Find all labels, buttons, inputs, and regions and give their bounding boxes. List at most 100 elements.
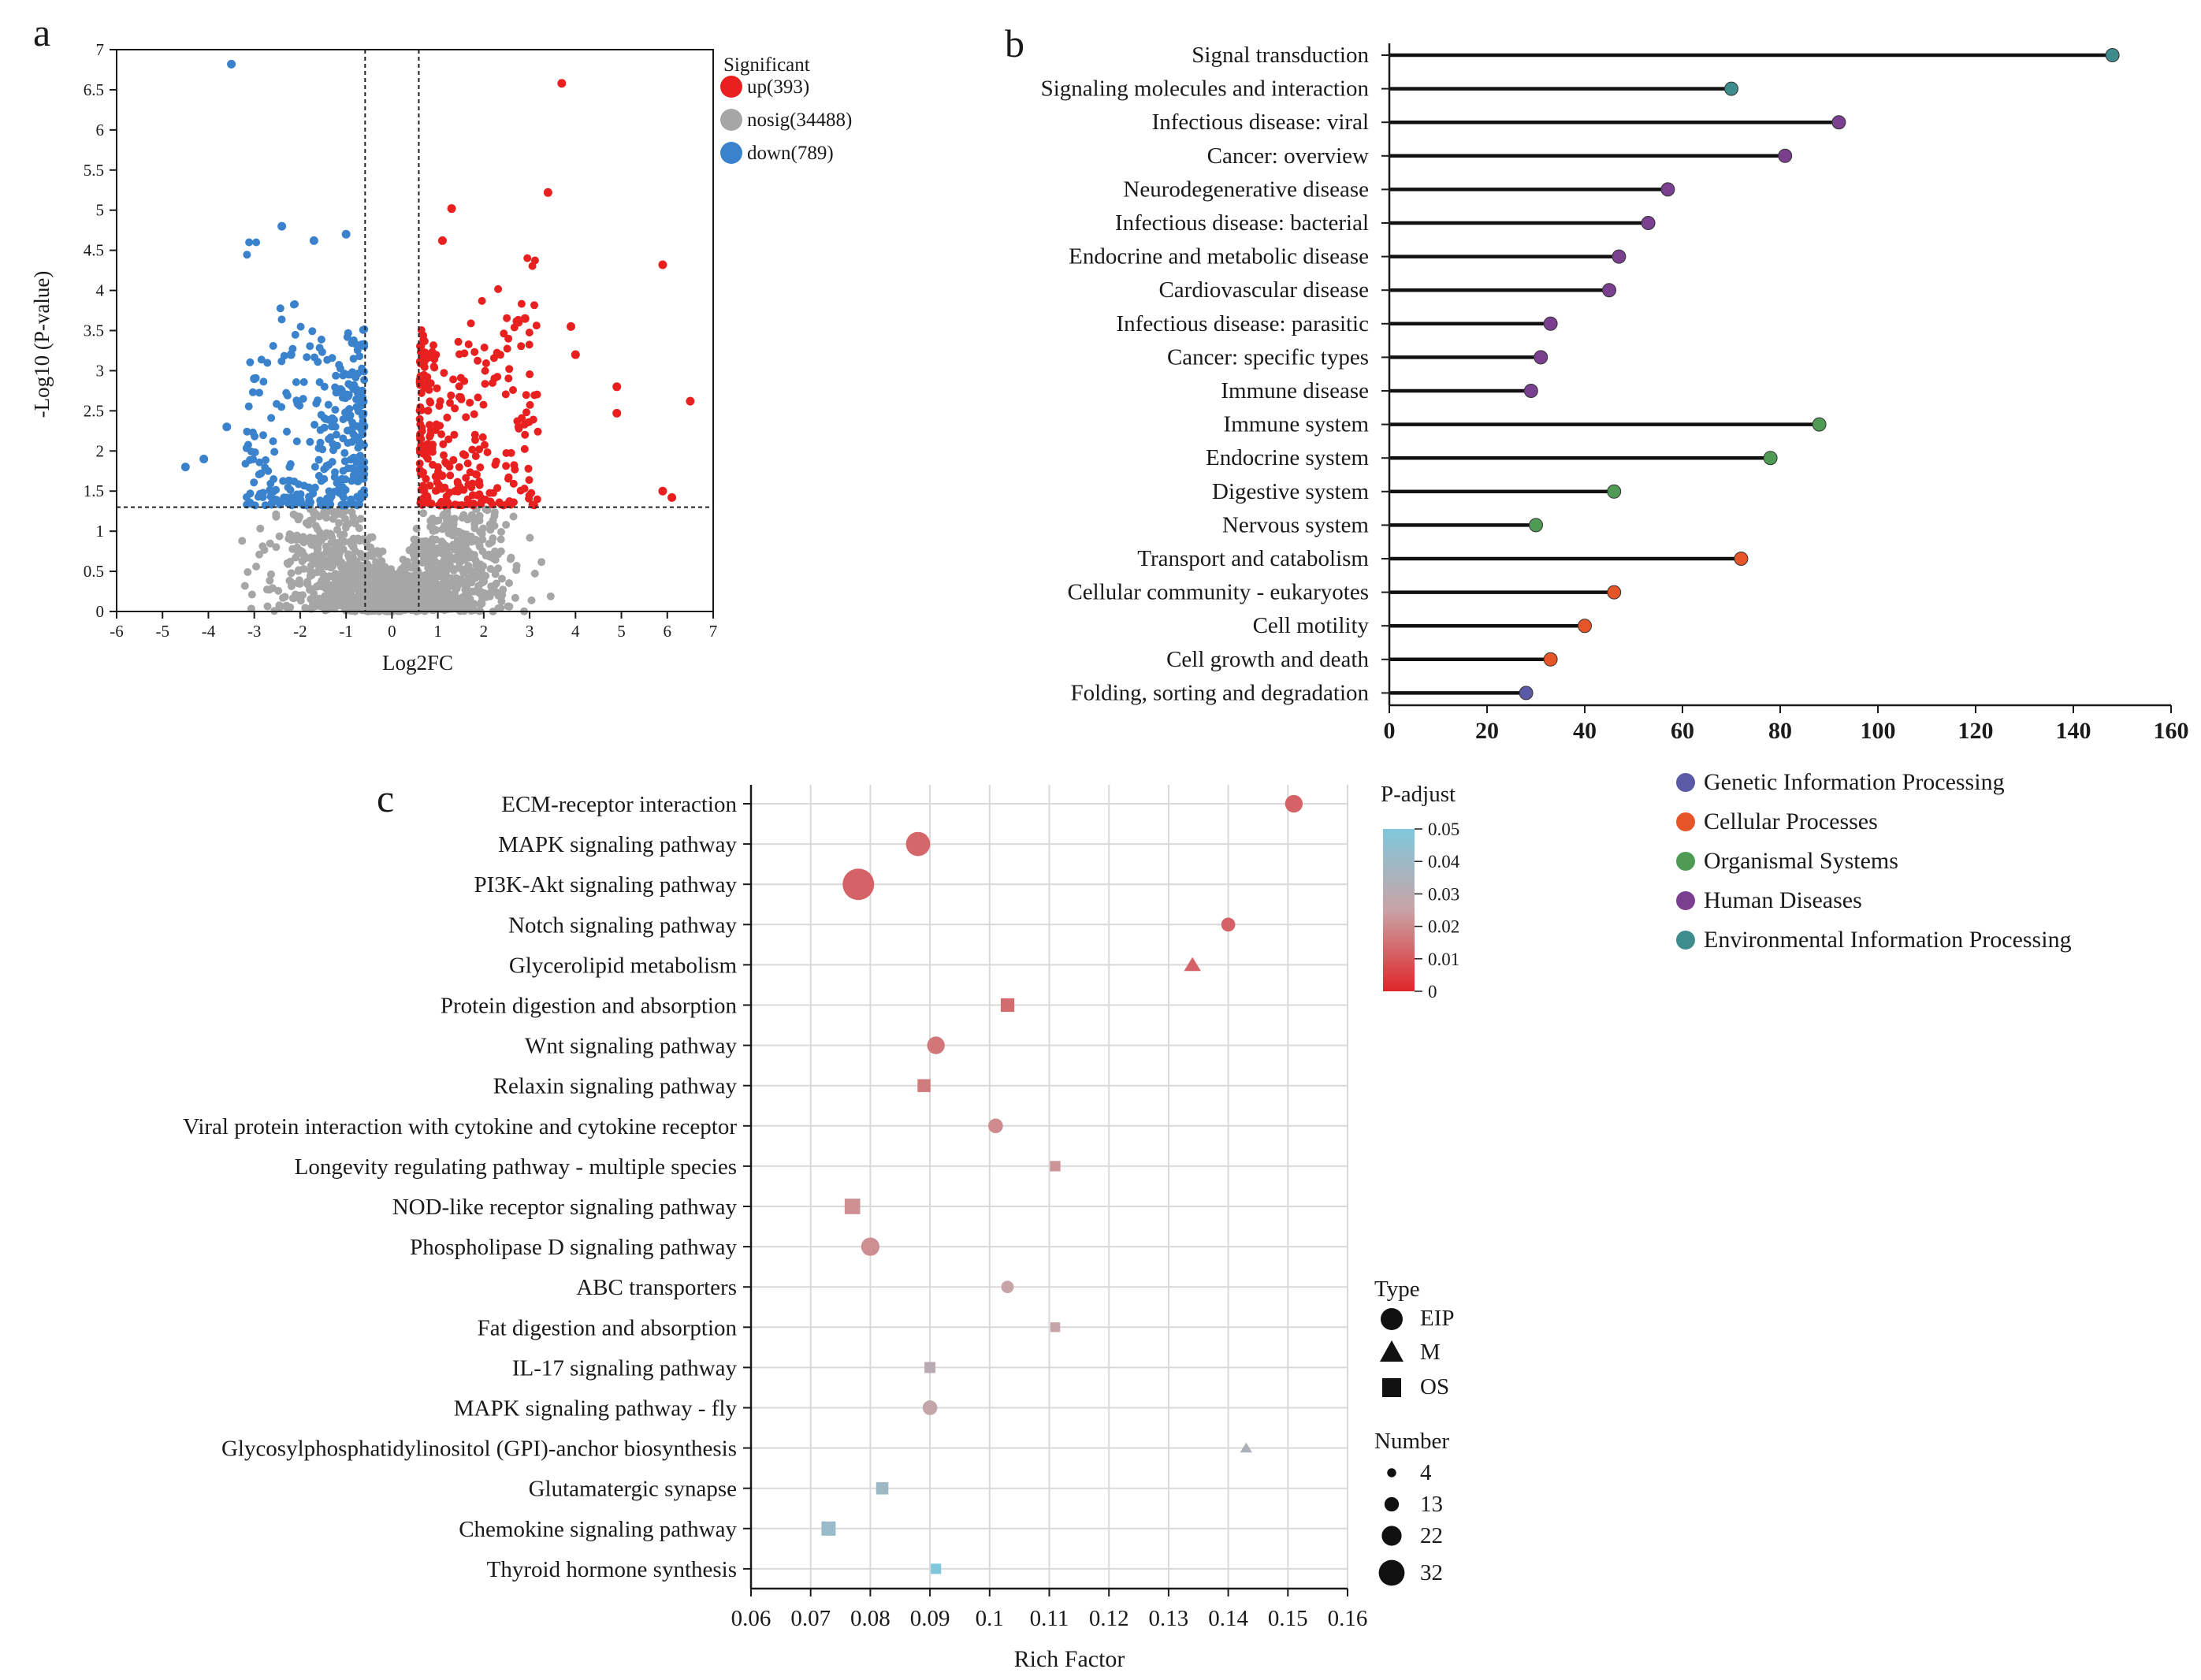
colorbar-tick-label: 0 — [1428, 982, 1437, 1002]
nosig-point — [355, 537, 364, 545]
down-point — [291, 330, 299, 339]
nosig-point — [425, 581, 433, 589]
cellular-legend-swatch — [1676, 812, 1695, 831]
x-tick-label: 1 — [433, 622, 442, 641]
up-point — [504, 473, 513, 481]
down-point — [261, 501, 270, 510]
volcano-plot-panel: a -6 -5 -4 -3 -2 -1 0 1 2 3 4 5 6 7 0 0.5 1 1.5 2 2.5 3 3.5 4 4… — [30, 10, 852, 675]
up-point — [459, 450, 467, 459]
up-point — [524, 418, 533, 426]
x-tick-label: 0.09 — [910, 1606, 950, 1631]
pathway-label: Notch signaling pathway — [508, 912, 737, 938]
enrichment-point-os — [924, 1362, 936, 1373]
up-point — [471, 470, 480, 478]
down-point — [246, 498, 255, 507]
up-point — [444, 435, 453, 444]
nosig-point — [333, 591, 340, 600]
nosig-point — [266, 539, 274, 548]
down-point — [242, 444, 251, 452]
x-tick-label: 0.16 — [1328, 1606, 1368, 1631]
nosig-point — [505, 579, 513, 587]
x-tick-label: 0.14 — [1208, 1606, 1248, 1631]
enrichment-point-os — [1000, 998, 1015, 1013]
nosig-point — [407, 563, 416, 572]
up-point — [525, 476, 534, 485]
y-tick-label: 3 — [96, 361, 105, 380]
nosig-point — [490, 508, 499, 517]
up-point — [492, 457, 500, 466]
nosig-point — [459, 602, 467, 611]
type-legend-title: Type — [1374, 1277, 1420, 1302]
up-point — [426, 430, 435, 439]
x-tick-label: 0.11 — [1030, 1606, 1069, 1631]
up-point — [534, 427, 542, 436]
up-point — [509, 386, 517, 394]
category-label: Endocrine system — [1206, 445, 1369, 470]
down-point — [324, 400, 333, 409]
up-point — [493, 484, 502, 492]
category-label: Signal transduction — [1192, 43, 1369, 68]
nosig-point — [327, 603, 336, 611]
pathway-label: Relaxin signaling pathway — [493, 1074, 738, 1099]
volcano-x-label: Log2FC — [382, 651, 453, 675]
up-point — [424, 407, 432, 415]
volcano-y-label: -Log10 (P-value) — [30, 271, 54, 418]
down-point — [344, 329, 352, 337]
down-point — [310, 463, 319, 471]
pathway-label: MAPK signaling pathway — [498, 832, 737, 857]
nosig-point — [489, 516, 497, 525]
down-point — [332, 371, 340, 380]
up-point — [512, 317, 521, 325]
x-tick-label: 160 — [2154, 718, 2189, 744]
volcano-legend: Significant up(393) nosig(34488) down(789) — [720, 54, 852, 164]
down-point — [341, 408, 349, 417]
y-tick-label: 6 — [96, 121, 105, 139]
nosig-point — [346, 596, 355, 604]
down-point — [336, 364, 344, 373]
down-point — [355, 439, 364, 448]
lollipop-point — [1543, 652, 1558, 667]
category-label: Folding, sorting and degradation — [1070, 680, 1369, 705]
enrichment-point-os — [931, 1563, 942, 1574]
category-label: Endocrine and metabolic disease — [1069, 244, 1369, 269]
up-point — [449, 375, 458, 384]
down-point — [272, 485, 281, 494]
up-point — [483, 448, 492, 456]
x-tick-label: 80 — [1768, 718, 1792, 744]
up-point — [520, 485, 529, 492]
down-point — [320, 465, 329, 474]
down-point — [259, 377, 268, 386]
down-point — [262, 455, 270, 464]
pathway-label: IL-17 signaling pathway — [512, 1355, 738, 1381]
number-legend-label: 22 — [1420, 1523, 1443, 1548]
nosig-point — [351, 519, 359, 528]
up-point — [426, 379, 435, 388]
nosig-point — [336, 530, 344, 539]
up-point — [481, 359, 490, 367]
down-point — [320, 423, 329, 432]
up-point — [518, 414, 526, 422]
nosig-point — [260, 545, 269, 554]
down-point — [266, 486, 274, 495]
down-point — [360, 325, 369, 333]
lollipop-point — [1641, 216, 1656, 230]
up-point — [462, 413, 470, 422]
up-point — [464, 481, 473, 489]
up-point — [658, 260, 667, 269]
up-point — [525, 491, 534, 500]
lollipop-point — [1812, 417, 1827, 432]
up-point — [422, 474, 430, 483]
x-tick-label: 3 — [526, 622, 534, 641]
nosig-point — [315, 534, 324, 543]
lollipop-point — [1612, 249, 1627, 264]
nosig-point — [299, 564, 308, 573]
nosig-point — [407, 581, 416, 589]
up-point — [467, 319, 475, 328]
nosig-point — [426, 517, 435, 525]
up-point — [466, 399, 474, 407]
up-point — [431, 426, 440, 434]
up-point — [557, 79, 567, 88]
up-point — [446, 471, 455, 480]
down-point — [325, 495, 334, 504]
